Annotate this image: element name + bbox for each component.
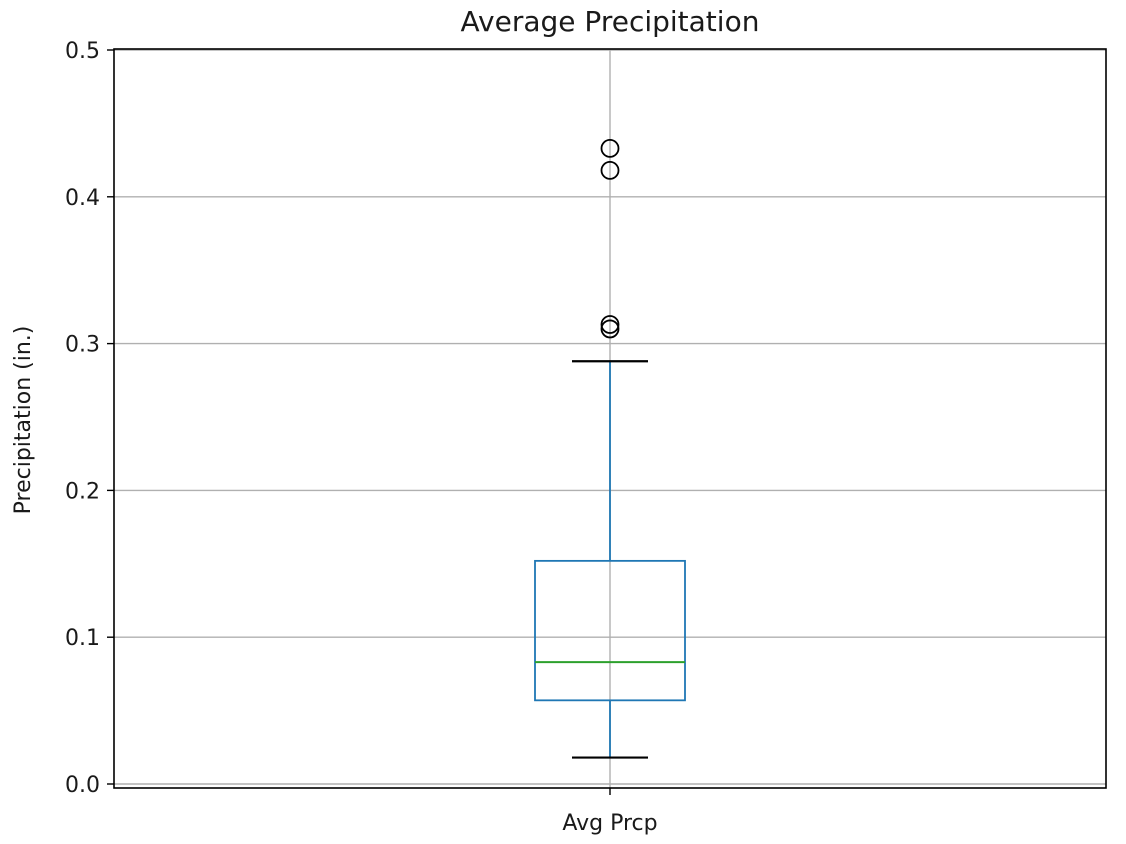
outlier-point bbox=[600, 160, 620, 180]
chart-title: Average Precipitation bbox=[461, 5, 760, 38]
y-tick-label: 0.2 bbox=[65, 479, 100, 504]
y-axis-ticks: 0.0 0.1 0.2 0.3 0.4 0.5 bbox=[65, 39, 114, 798]
y-tick-label: 0.1 bbox=[65, 626, 100, 651]
outlier-point bbox=[600, 319, 620, 339]
y-tick-label: 0.4 bbox=[65, 186, 100, 211]
x-tick-label: Avg Prcp bbox=[562, 811, 657, 836]
outlier-point bbox=[600, 315, 620, 334]
y-axis-title: Precipitation (in.) bbox=[11, 326, 36, 515]
y-tick-label: 0.5 bbox=[65, 39, 100, 64]
y-tick-label: 0.0 bbox=[65, 773, 100, 798]
iqr-box bbox=[534, 559, 686, 702]
x-axis-ticks: Avg Prcp bbox=[562, 788, 658, 836]
plot-layer bbox=[534, 138, 686, 759]
outlier-point bbox=[600, 138, 620, 158]
y-tick-label: 0.3 bbox=[65, 333, 100, 358]
